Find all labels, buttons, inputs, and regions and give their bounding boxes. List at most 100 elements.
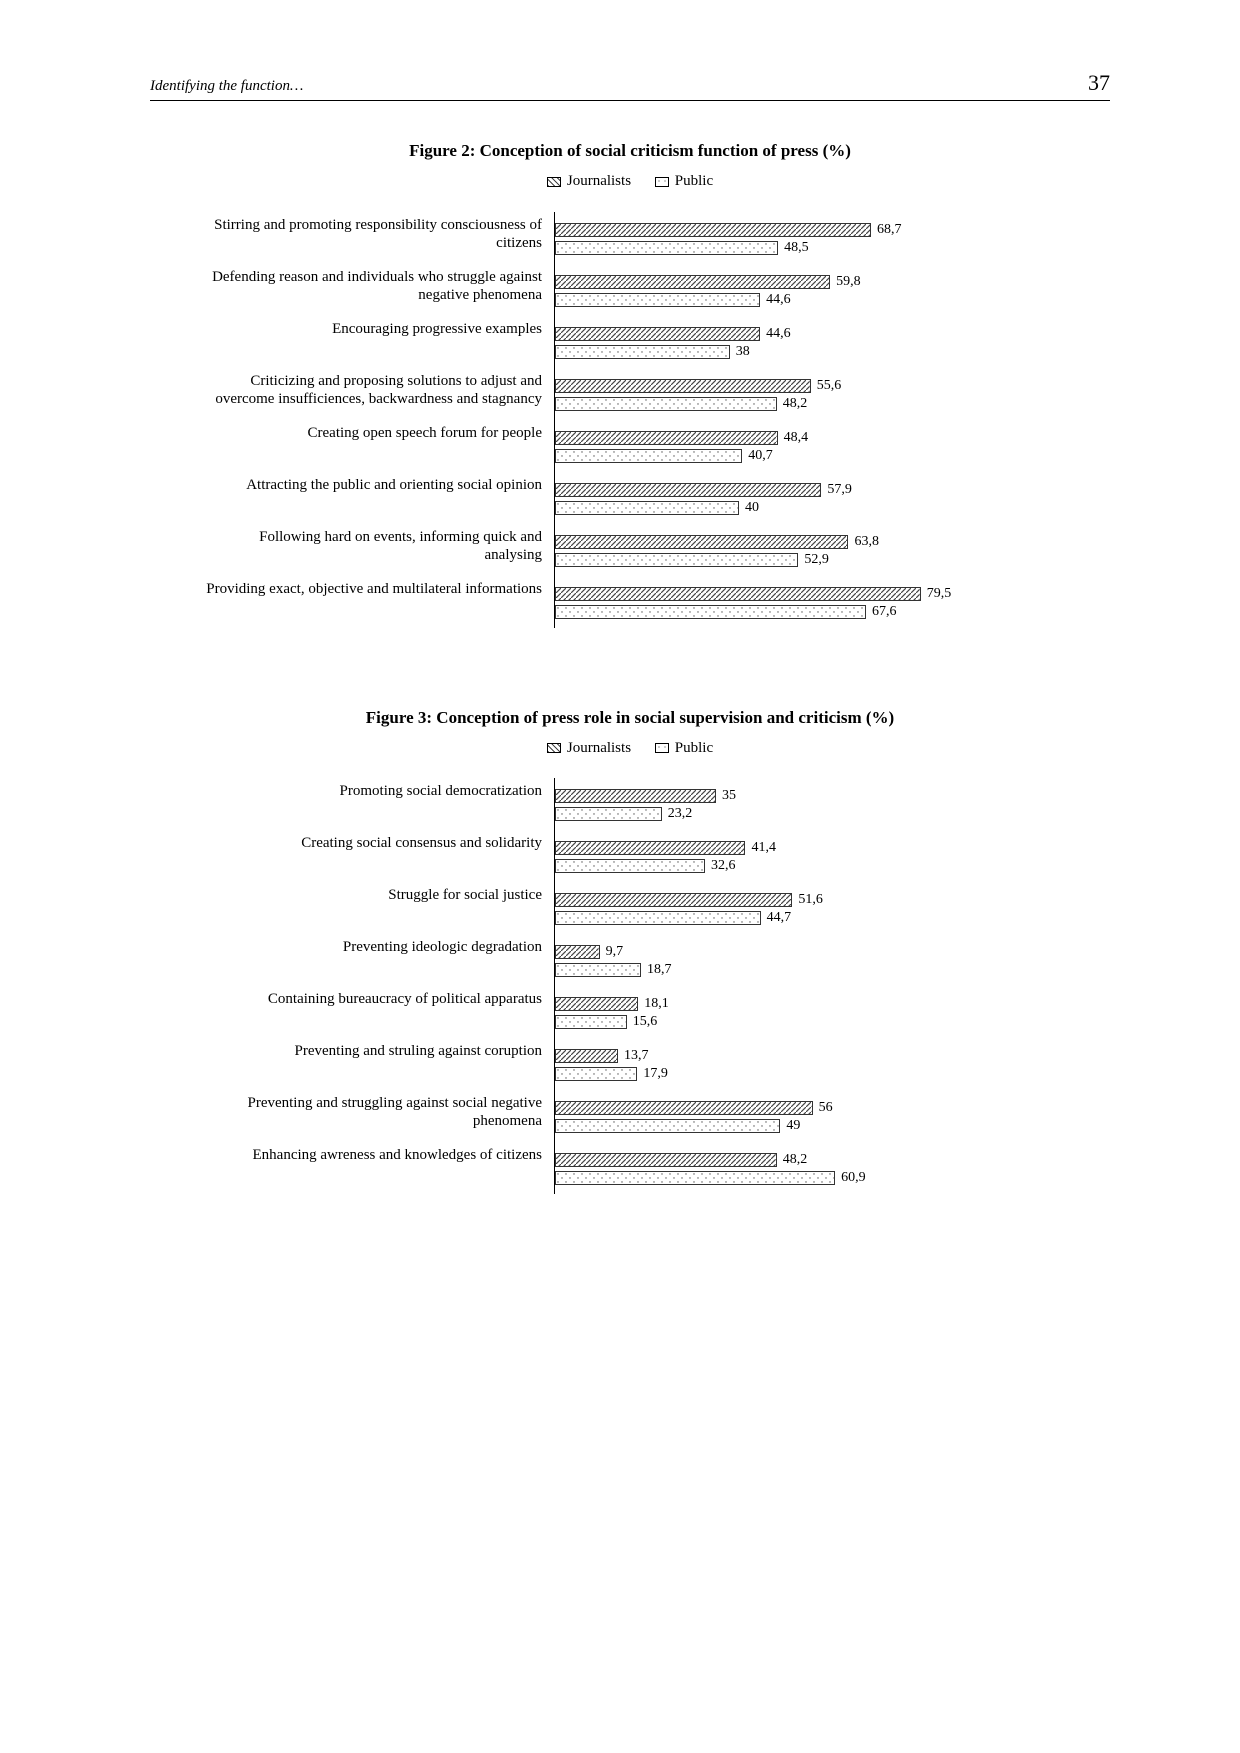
value-label: 60,9 bbox=[841, 1170, 866, 1186]
bars-cell: 18,1 15,6 bbox=[554, 986, 1060, 1038]
bars-cell: 79,5 67,6 bbox=[554, 576, 1060, 628]
bars-cell: 35 23,2 bbox=[554, 778, 1060, 830]
value-label: 68,7 bbox=[877, 222, 902, 238]
bar-journalists: 48,4 bbox=[555, 430, 1060, 446]
bar-journalists: 44,6 bbox=[555, 326, 1060, 342]
value-label: 23,2 bbox=[668, 806, 693, 822]
running-title: Identifying the function… bbox=[150, 78, 303, 95]
value-label: 13,7 bbox=[624, 1048, 649, 1064]
bar-public: 44,7 bbox=[555, 910, 1060, 926]
category-label: Enhancing awreness and knowledges of cit… bbox=[200, 1142, 550, 1194]
category-label: Promoting social democratization bbox=[200, 778, 550, 830]
category-label: Creating open speech forum for people bbox=[200, 420, 550, 472]
figure-3-title: Figure 3: Conception of press role in so… bbox=[200, 708, 1060, 728]
bar-journalists: 51,6 bbox=[555, 892, 1060, 908]
bar-journalists: 79,5 bbox=[555, 586, 1060, 602]
bar-journalists: 57,9 bbox=[555, 482, 1060, 498]
value-label: 67,6 bbox=[872, 604, 897, 620]
value-label: 35 bbox=[722, 788, 736, 804]
bars-cell: 44,6 38 bbox=[554, 316, 1060, 368]
figure-3-legend: Journalists Public bbox=[200, 740, 1060, 759]
legend-label-public: Public bbox=[675, 173, 713, 190]
value-label: 15,6 bbox=[633, 1014, 658, 1030]
category-label: Attracting the public and orienting soci… bbox=[200, 472, 550, 524]
figure-3-chart: Promoting social democratization 35 23,2 Cr… bbox=[200, 778, 1060, 1194]
legend-swatch-journalists bbox=[547, 177, 561, 187]
bar-public: 52,9 bbox=[555, 552, 1060, 568]
legend-item-public: Public bbox=[655, 740, 713, 757]
value-label: 32,6 bbox=[711, 858, 736, 874]
value-label: 63,8 bbox=[854, 534, 879, 550]
bars-cell: 56 49 bbox=[554, 1090, 1060, 1142]
bar-public: 38 bbox=[555, 344, 1060, 360]
value-label: 51,6 bbox=[798, 892, 823, 908]
value-label: 9,7 bbox=[606, 944, 624, 960]
bar-public: 15,6 bbox=[555, 1014, 1060, 1030]
value-label: 44,6 bbox=[766, 292, 791, 308]
bar-journalists: 41,4 bbox=[555, 840, 1060, 856]
value-label: 52,9 bbox=[804, 552, 829, 568]
bar-journalists: 63,8 bbox=[555, 534, 1060, 550]
legend-item-public: Public bbox=[655, 173, 713, 190]
value-label: 41,4 bbox=[751, 840, 776, 856]
bars-cell: 48,4 40,7 bbox=[554, 420, 1060, 472]
value-label: 18,1 bbox=[644, 996, 669, 1012]
bars-cell: 68,7 48,5 bbox=[554, 212, 1060, 264]
bars-cell: 13,7 17,9 bbox=[554, 1038, 1060, 1090]
figure-2-title: Figure 2: Conception of social criticism… bbox=[200, 141, 1060, 161]
legend-label-journalists: Journalists bbox=[567, 173, 631, 190]
category-label: Following hard on events, informing quic… bbox=[200, 524, 550, 576]
category-label: Preventing and struling against coruptio… bbox=[200, 1038, 550, 1090]
category-label: Creating social consensus and solidarity bbox=[200, 830, 550, 882]
bar-public: 40,7 bbox=[555, 448, 1060, 464]
bar-journalists: 55,6 bbox=[555, 378, 1060, 394]
bar-public: 40 bbox=[555, 500, 1060, 516]
bars-cell: 51,6 44,7 bbox=[554, 882, 1060, 934]
legend-item-journalists: Journalists bbox=[547, 173, 631, 190]
value-label: 55,6 bbox=[817, 378, 842, 394]
figure-2-chart: Stirring and promoting responsibility co… bbox=[200, 212, 1060, 628]
bars-cell: 48,2 60,9 bbox=[554, 1142, 1060, 1194]
value-label: 44,7 bbox=[767, 910, 792, 926]
bar-public: 32,6 bbox=[555, 858, 1060, 874]
value-label: 57,9 bbox=[827, 482, 852, 498]
bar-public: 60,9 bbox=[555, 1170, 1060, 1186]
bar-public: 48,2 bbox=[555, 396, 1060, 412]
category-label: Encouraging progressive examples bbox=[200, 316, 550, 368]
bars-cell: 9,7 18,7 bbox=[554, 934, 1060, 986]
page: Identifying the function… 37 Figure 2: C… bbox=[0, 0, 1240, 1753]
bar-public: 49 bbox=[555, 1118, 1060, 1134]
category-label: Defending reason and individuals who str… bbox=[200, 264, 550, 316]
value-label: 56 bbox=[819, 1100, 833, 1116]
bars-cell: 59,8 44,6 bbox=[554, 264, 1060, 316]
value-label: 48,5 bbox=[784, 240, 809, 256]
figure-2: Figure 2: Conception of social criticism… bbox=[200, 141, 1060, 628]
value-label: 40 bbox=[745, 500, 759, 516]
legend-label-journalists: Journalists bbox=[567, 740, 631, 757]
legend-swatch-journalists bbox=[547, 743, 561, 753]
legend-label-public: Public bbox=[675, 740, 713, 757]
value-label: 48,4 bbox=[784, 430, 809, 446]
bar-public: 48,5 bbox=[555, 240, 1060, 256]
value-label: 48,2 bbox=[783, 396, 808, 412]
value-label: 38 bbox=[736, 344, 750, 360]
bar-journalists: 48,2 bbox=[555, 1152, 1060, 1168]
figure-2-legend: Journalists Public bbox=[200, 173, 1060, 192]
bars-cell: 63,8 52,9 bbox=[554, 524, 1060, 576]
bar-public: 17,9 bbox=[555, 1066, 1060, 1082]
bar-public: 67,6 bbox=[555, 604, 1060, 620]
value-label: 18,7 bbox=[647, 962, 672, 978]
value-label: 44,6 bbox=[766, 326, 791, 342]
running-header: Identifying the function… 37 bbox=[150, 70, 1110, 101]
category-label: Criticizing and proposing solutions to a… bbox=[200, 368, 550, 420]
value-label: 17,9 bbox=[643, 1066, 668, 1082]
bar-public: 18,7 bbox=[555, 962, 1060, 978]
category-label: Preventing and struggling against social… bbox=[200, 1090, 550, 1142]
value-label: 48,2 bbox=[783, 1152, 808, 1168]
bars-cell: 41,4 32,6 bbox=[554, 830, 1060, 882]
value-label: 49 bbox=[786, 1118, 800, 1134]
bars-cell: 55,6 48,2 bbox=[554, 368, 1060, 420]
value-label: 40,7 bbox=[748, 448, 773, 464]
bar-journalists: 13,7 bbox=[555, 1048, 1060, 1064]
value-label: 59,8 bbox=[836, 274, 861, 290]
